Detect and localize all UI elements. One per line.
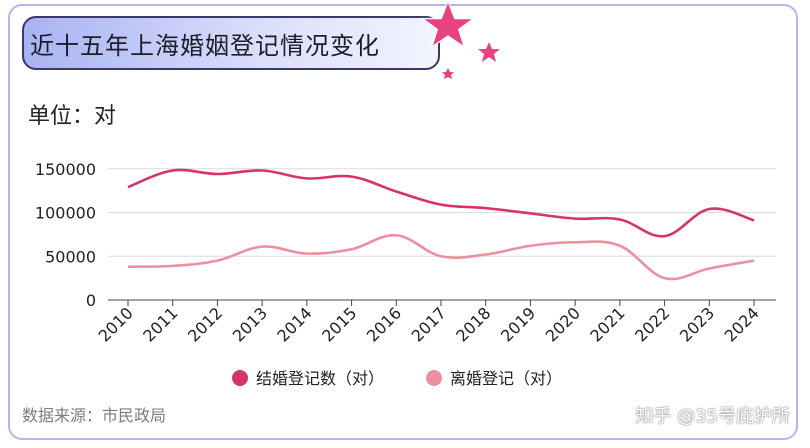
star-icon: [478, 42, 500, 62]
x-tick-label: 2012: [184, 303, 226, 345]
x-tick-label: 2023: [676, 303, 718, 345]
x-tick-label: 2016: [363, 303, 405, 345]
x-tick-label: 2017: [408, 303, 450, 345]
star-icon: [442, 68, 454, 79]
x-tick-label: 2021: [586, 303, 628, 345]
data-source: 数据来源：市民政局: [22, 406, 167, 425]
x-tick-label: 2011: [139, 303, 181, 345]
x-tick-label: 2024: [721, 303, 763, 345]
series-line-divorce: [127, 233, 755, 281]
unit-label: 单位：对: [28, 104, 117, 129]
x-tick-label: 2014: [273, 303, 315, 345]
x-tick-label: 2015: [318, 303, 360, 345]
x-tick-label: 2018: [452, 303, 494, 345]
legend-marker: [232, 370, 248, 386]
legend-label: 结婚登记数（对）: [256, 369, 384, 388]
y-tick-label: 50000: [45, 247, 96, 266]
legend-label: 离婚登记（对）: [450, 369, 562, 388]
x-tick-label: 2020: [542, 303, 584, 345]
x-tick-label: 2013: [229, 303, 271, 345]
title-banner: [22, 16, 440, 70]
series-line-marriage: [127, 168, 755, 238]
chart-card: [8, 4, 798, 440]
x-tick-label: 2022: [631, 303, 673, 345]
chart-title: 近十五年上海婚姻登记情况变化: [30, 32, 380, 60]
x-tick-label: 2010: [95, 303, 137, 345]
y-tick-label: 150000: [35, 160, 96, 179]
y-tick-label: 0: [86, 291, 96, 310]
legend-marker: [426, 370, 442, 386]
y-tick-label: 100000: [35, 204, 96, 223]
x-tick-label: 2019: [497, 303, 539, 345]
watermark: 知乎 @35号庇护所: [635, 406, 790, 427]
star-icon: [420, 0, 476, 49]
